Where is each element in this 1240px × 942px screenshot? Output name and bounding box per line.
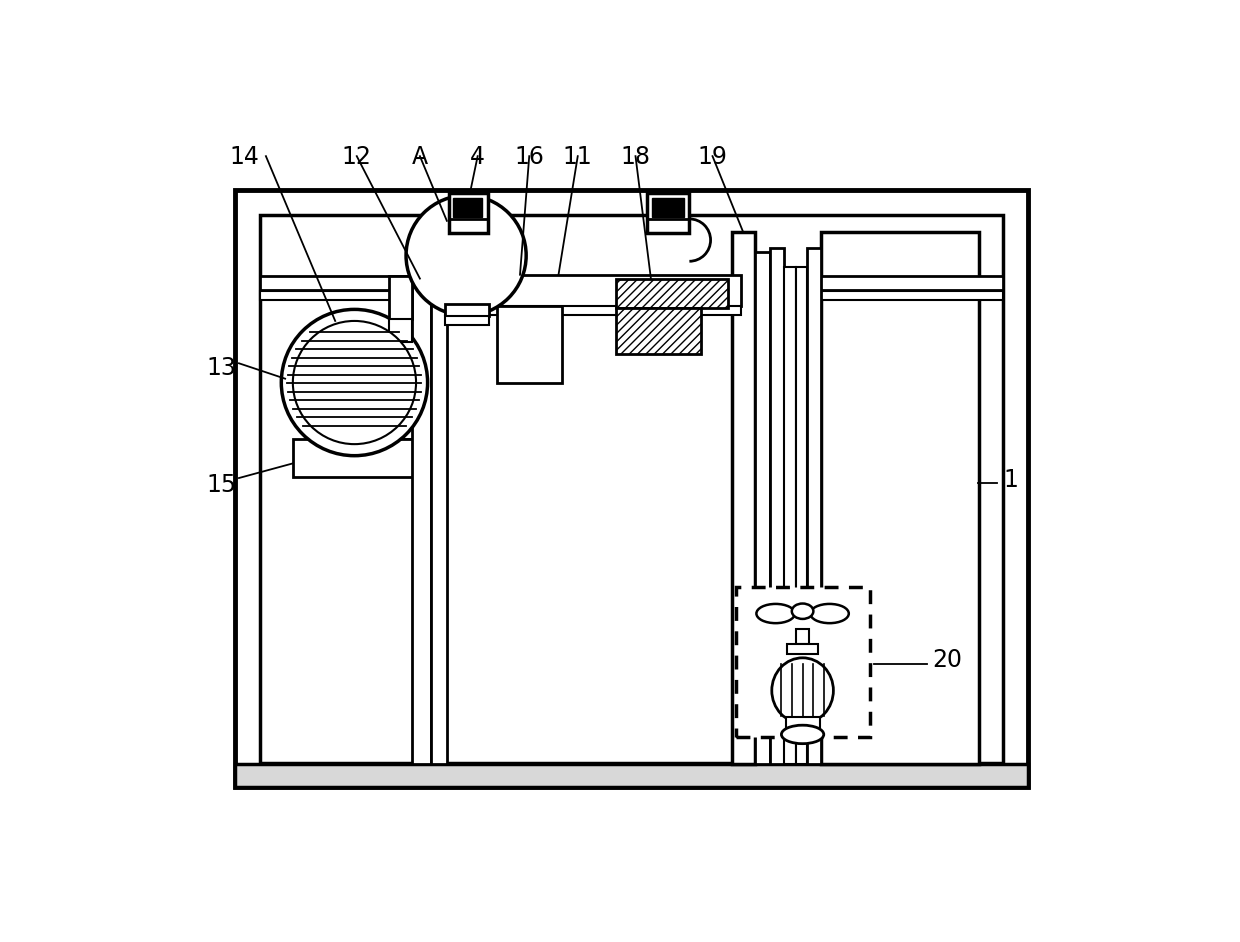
Circle shape — [405, 195, 526, 316]
Ellipse shape — [756, 604, 795, 624]
Text: 1: 1 — [1003, 467, 1018, 492]
Text: 18: 18 — [620, 145, 651, 170]
Bar — [755, 252, 770, 764]
Bar — [432, 276, 446, 764]
Bar — [616, 279, 728, 308]
Bar — [735, 587, 870, 737]
Ellipse shape — [771, 658, 833, 723]
Text: 12: 12 — [342, 145, 372, 170]
Bar — [389, 276, 412, 318]
Bar — [647, 193, 689, 234]
Text: 4: 4 — [470, 145, 485, 170]
Bar — [347, 325, 424, 439]
Bar — [444, 275, 742, 305]
Text: 11: 11 — [563, 145, 593, 170]
Bar — [497, 305, 563, 382]
Bar — [453, 198, 482, 217]
Bar — [796, 629, 808, 644]
Bar — [444, 304, 490, 316]
Bar — [784, 267, 796, 764]
Ellipse shape — [792, 604, 813, 619]
Bar — [444, 305, 742, 315]
Bar — [732, 233, 755, 764]
Bar — [787, 644, 818, 654]
Bar — [236, 764, 1028, 787]
Text: 20: 20 — [932, 648, 962, 672]
Text: 15: 15 — [207, 474, 237, 497]
Ellipse shape — [810, 604, 849, 624]
Ellipse shape — [781, 725, 823, 743]
Bar — [786, 718, 820, 728]
Bar — [770, 248, 784, 764]
Bar — [236, 190, 1028, 787]
Text: 13: 13 — [207, 356, 237, 381]
Bar — [259, 291, 1003, 300]
Bar — [449, 193, 487, 234]
Bar — [259, 215, 1003, 763]
Bar — [616, 308, 701, 354]
Text: A: A — [412, 145, 428, 170]
Text: 16: 16 — [515, 145, 544, 170]
Circle shape — [281, 309, 428, 456]
Bar — [652, 198, 684, 217]
Bar — [259, 276, 1003, 290]
Bar — [821, 233, 978, 764]
Bar — [444, 316, 490, 325]
Bar — [807, 248, 821, 764]
Text: 14: 14 — [229, 145, 259, 170]
Bar — [412, 276, 432, 764]
Bar — [389, 318, 412, 342]
Text: 19: 19 — [698, 145, 728, 170]
Circle shape — [293, 321, 417, 444]
Bar — [796, 267, 807, 764]
Bar — [293, 439, 428, 478]
